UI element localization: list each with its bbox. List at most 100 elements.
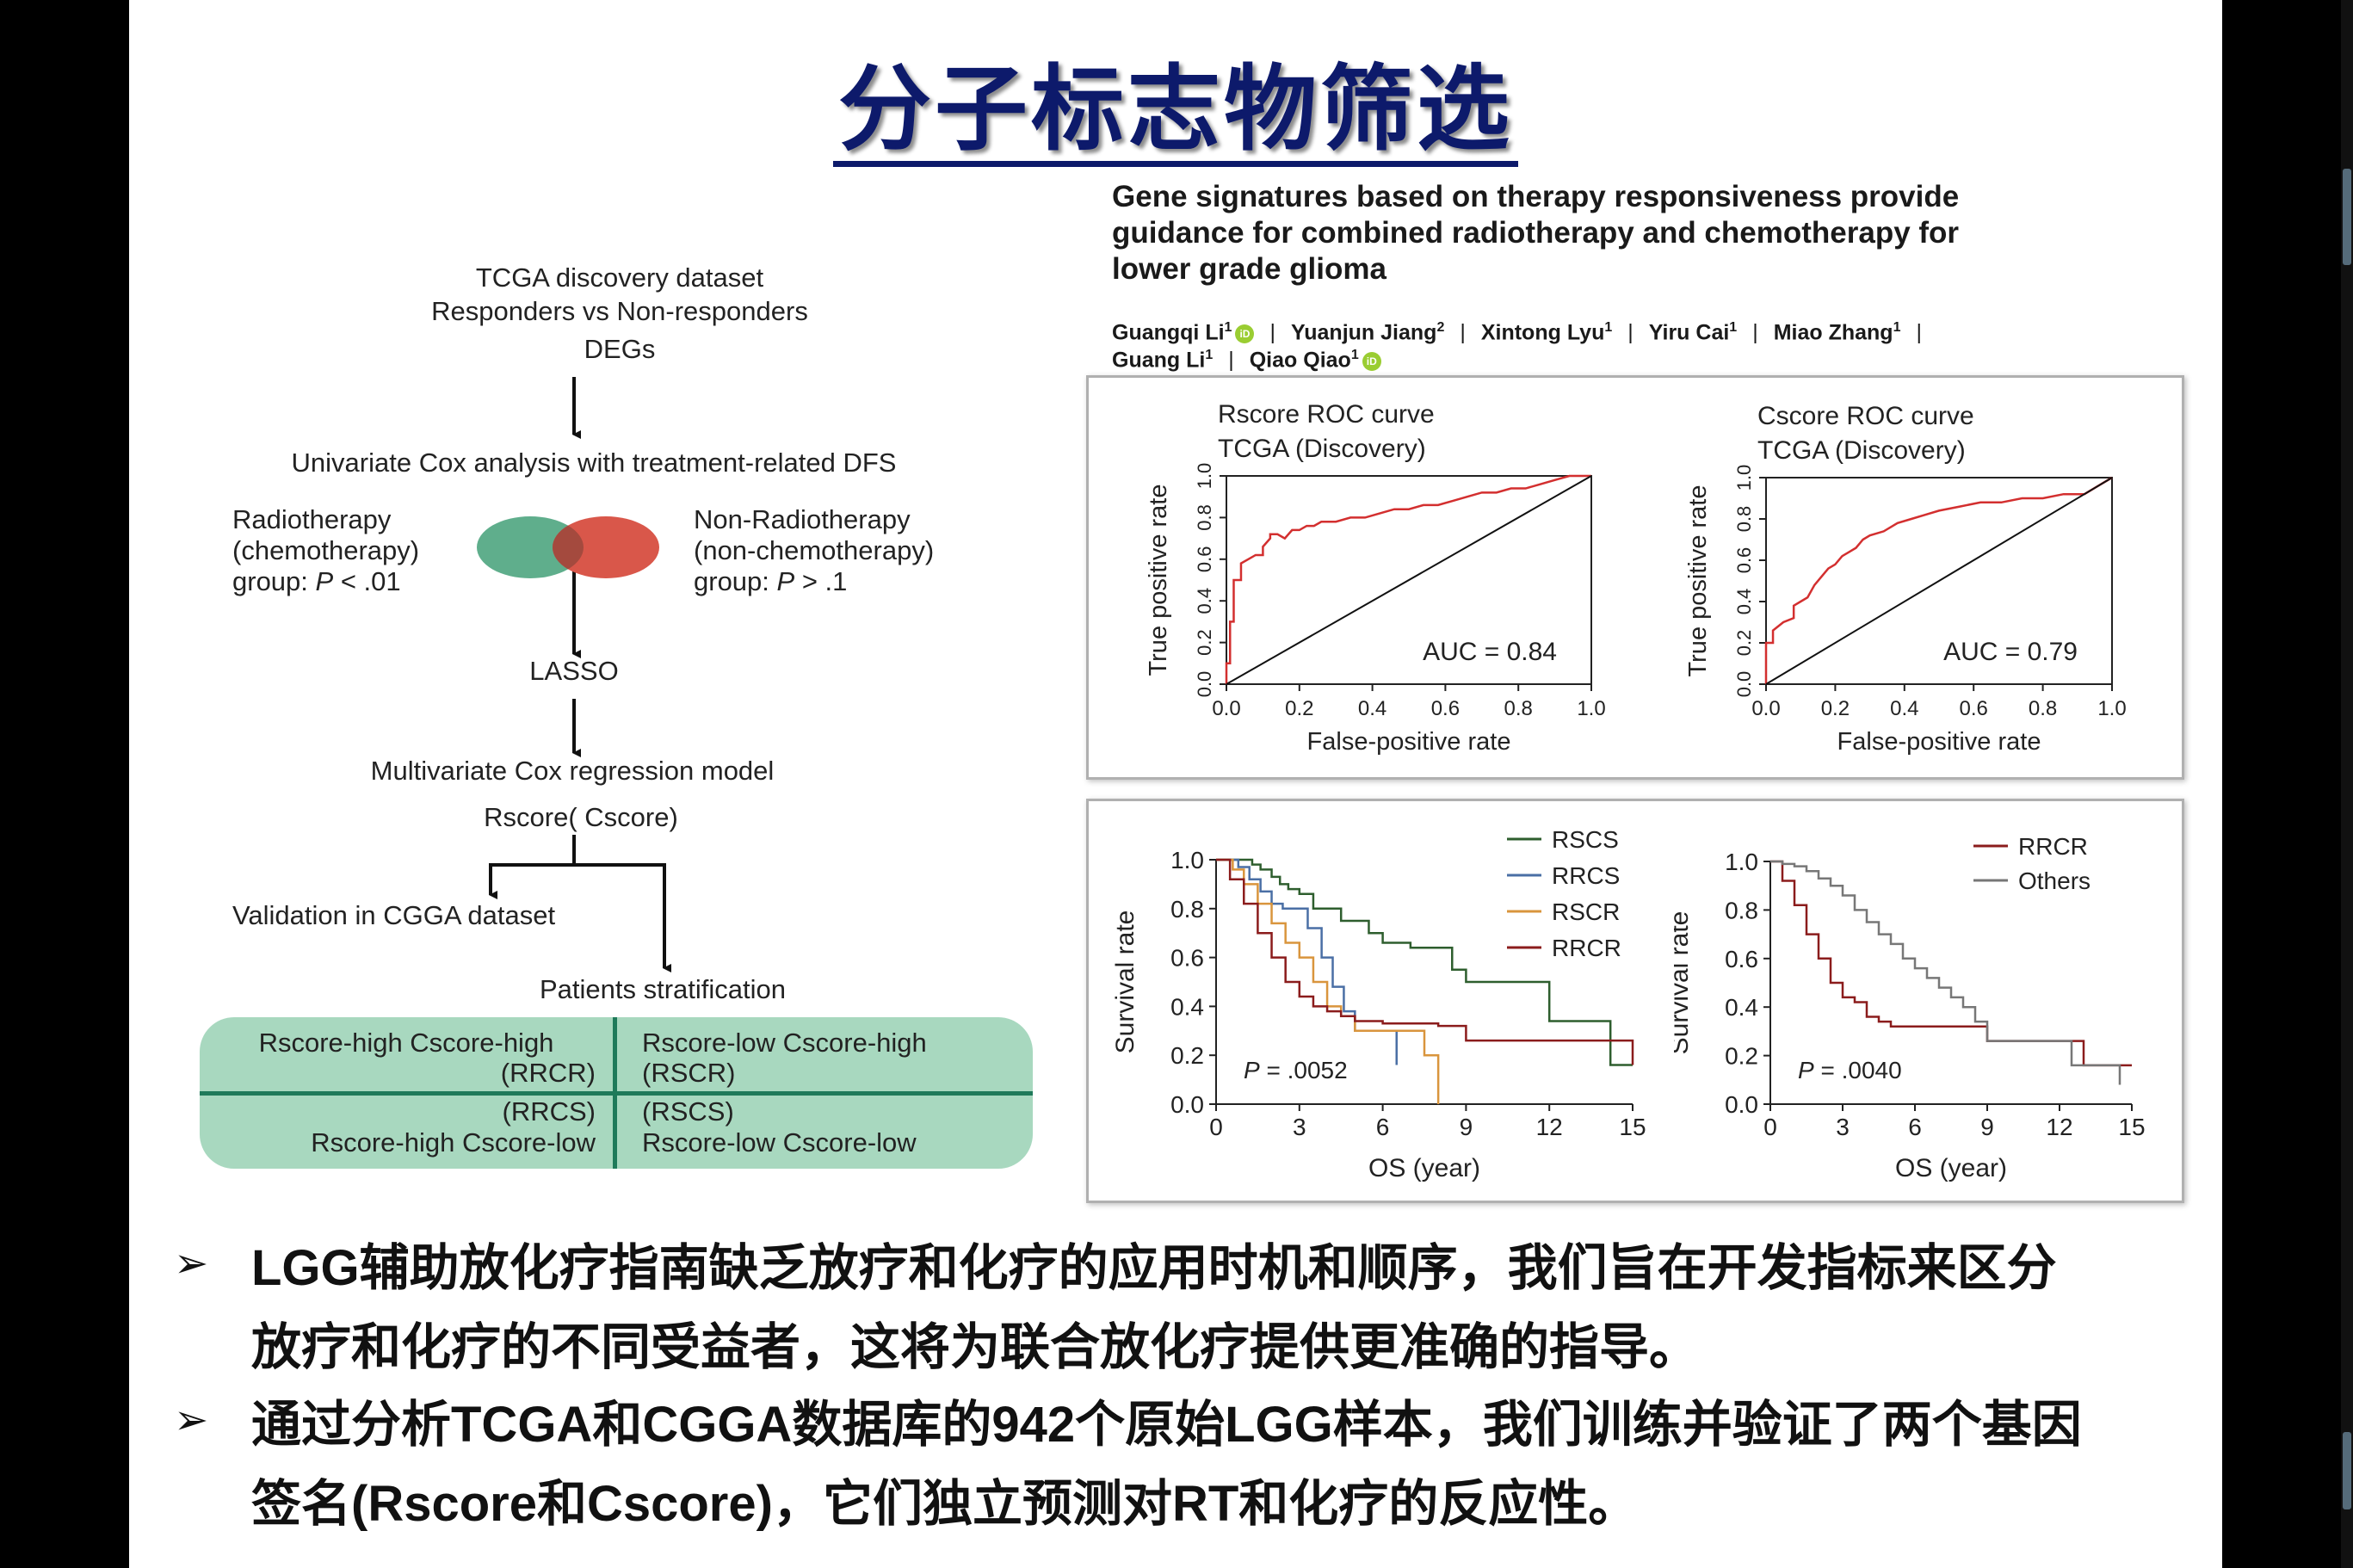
roc-curve	[1225, 474, 1591, 684]
km-chart-four-groups: 0 3 6 9 12 15 0.0 0.2 0.4 0.6 0.8 1.0 OS (year) Survi…	[1111, 826, 1646, 1182]
x-tick-label: 0.4	[1358, 697, 1386, 720]
y-tick-label: 0.4	[1194, 588, 1215, 614]
left-group-line-1: Radiotherapy	[232, 504, 392, 534]
y-tick-label: 0.0	[1194, 671, 1215, 698]
author-name[interactable]: Yiru Cai	[1648, 320, 1730, 345]
authors-line-1: Guangqi Li 1 iD | Yuanjun Jiang2 | Xintong Lyu…	[1112, 320, 1937, 345]
y-tick-label: 0.2	[1194, 629, 1215, 656]
y-tick-label: 0.0	[1170, 1091, 1204, 1118]
bullet-1-marker: ➢	[174, 1241, 209, 1287]
slide: 分子标志物筛选 TCGA discovery dataset Responder…	[129, 0, 2222, 1568]
y-tick-label: 1.0	[1194, 463, 1215, 490]
bullet-1: LGG辅助放化疗指南缺乏放疗和化疗的应用时机和顺序，我们旨在开发指标来区分 放疗…	[251, 1229, 2057, 1387]
roc-curve	[1764, 476, 2113, 684]
bullet-1-line-2: 放疗和化疗的不同受益者，这将为联合放化疗提供更准确的指导。	[251, 1319, 1700, 1375]
flow-score: Rscore( Cscore)	[484, 802, 678, 832]
quadrant-tl-line-2: (RRCR)	[500, 1058, 596, 1088]
y-tick-label: 0.4	[1725, 994, 1758, 1021]
quadrant-bl-line-2: Rscore-high Cscore-low	[311, 1127, 596, 1157]
scrollbar[interactable]	[2341, 0, 2353, 1568]
paper-title-line-1: Gene signatures based on therapy respons…	[1112, 180, 1960, 213]
author-name[interactable]: Miao Zhang	[1773, 320, 1893, 345]
quadrant-tr-line-1: Rscore-low Cscore-high	[642, 1028, 927, 1058]
flow-stratification: Patients stratification	[539, 974, 787, 1004]
roc-chart-cscore: Cscore ROC curve TCGA (Discovery) 0.0 0.2 0.…	[1684, 402, 2127, 756]
auc-annotation: AUC = 0.79	[1943, 638, 2078, 666]
roc-chart-rscore: Rscore ROC curve TCGA (Discovery) 0.0 0.2 0.…	[1145, 400, 1606, 756]
author-name[interactable]: Xintong Lyu	[1480, 320, 1605, 345]
bullet-2-marker: ➢	[174, 1398, 209, 1443]
x-tick-label: 15	[2118, 1114, 2145, 1140]
author-name[interactable]: Yuanjun Jiang	[1290, 320, 1437, 345]
quadrant-br-line-1: (RSCS)	[642, 1096, 734, 1127]
y-tick-label: 1.0	[1733, 465, 1755, 491]
x-axis-label: OS (year)	[1895, 1154, 2007, 1182]
venn-right	[553, 516, 659, 578]
quadrant-tl-line-1: Rscore-high Cscore-high	[258, 1028, 554, 1058]
legend-label: RSCR	[1552, 898, 1620, 925]
x-tick-label: 3	[1836, 1114, 1850, 1140]
flow-box-1-line-1: TCGA discovery dataset	[475, 262, 764, 293]
km-panel: 0 3 6 9 12 15 0.0 0.2 0.4 0.6 0.8 1.0 OS (year) Survi…	[1086, 799, 2184, 1203]
author-name[interactable]: Guangqi Li	[1112, 320, 1225, 345]
arrow-4a	[489, 835, 576, 899]
y-tick-label: 0.6	[1194, 546, 1215, 573]
x-tick-label: 0.8	[2029, 697, 2057, 720]
paper-title-line-2: guidance for combined radiotherapy and c…	[1112, 216, 1960, 250]
survival-curve-rscr	[1216, 858, 1440, 1104]
y-tick-label: 0.8	[1194, 504, 1215, 531]
x-tick-label: 9	[1460, 1114, 1473, 1140]
author-affiliation: 1	[1350, 348, 1359, 362]
y-axis-label: Survival rate	[1111, 911, 1139, 1054]
author-affiliation: 1	[1205, 348, 1214, 362]
y-tick-label: 1.0	[1170, 847, 1204, 874]
x-tick-label: 0.8	[1504, 697, 1533, 720]
survival-curve-rscs	[1216, 858, 1633, 1066]
chart-subtitle: TCGA (Discovery)	[1218, 435, 1426, 463]
survival-curve-others	[1770, 860, 2121, 1085]
scrollbar-thumb-bottom[interactable]	[2343, 1432, 2351, 1509]
bullet-2: 通过分析TCGA和CGGA数据库的942个原始LGG样本，我们训练并验证了两个基…	[251, 1386, 2082, 1544]
author-separator: |	[1916, 320, 1923, 345]
authors-line-2: Guang Li1 | Qiao Qiao1 iD	[1112, 348, 1381, 373]
arrow-4b	[574, 863, 671, 972]
orcid-icon[interactable]: iD	[1362, 351, 1381, 371]
x-tick-label: 0	[1763, 1114, 1777, 1140]
author-affiliation: 2	[1436, 320, 1445, 335]
x-tick-label: 6	[1376, 1114, 1390, 1140]
y-tick-label: 0.6	[1170, 945, 1204, 972]
author-separator: |	[1460, 320, 1466, 345]
author-separator: |	[1752, 320, 1758, 345]
author-separator: |	[1228, 348, 1234, 373]
author-affiliation: 1	[1604, 320, 1613, 335]
flow-box-1-line-3: DEGs	[584, 334, 656, 364]
plot-frame	[1765, 477, 2113, 685]
x-tick-label: 9	[1980, 1114, 1994, 1140]
orcid-icon[interactable]: iD	[1235, 324, 1255, 343]
flow-lasso: LASSO	[529, 656, 619, 686]
x-tick-label: 15	[1619, 1114, 1646, 1140]
quadrant-tr-line-2: (RSCR)	[642, 1058, 736, 1088]
chart-title: Rscore ROC curve	[1218, 400, 1435, 429]
y-tick-label: 0.8	[1170, 896, 1204, 923]
survival-curve-rrcs	[1216, 858, 1398, 1065]
author-name[interactable]: Guang Li	[1112, 348, 1206, 373]
y-tick-label: 1.0	[1725, 849, 1758, 875]
km-chart-rrcr-vs-others: 0 3 6 9 12 15 0.0 0.2 0.4 0.6 0.8 1.0 OS (year) Survi…	[1674, 833, 2146, 1182]
x-tick-label: 0.6	[1960, 697, 1988, 720]
legend-label: Others	[2018, 867, 2091, 894]
right-group-line-1: Non-Radiotherapy	[694, 504, 911, 534]
diagonal-reference-line	[1765, 477, 2113, 685]
y-tick-label: 0.2	[1733, 630, 1755, 657]
bullet-2-line-1: 通过分析TCGA和CGGA数据库的942个原始LGG样本，我们训练并验证了两个基…	[251, 1397, 2082, 1453]
author-name[interactable]: Qiao Qiao	[1249, 348, 1351, 373]
scrollbar-thumb-top[interactable]	[2343, 169, 2351, 265]
y-tick-label: 0.4	[1170, 993, 1204, 1020]
y-tick-label: 0.0	[1725, 1091, 1758, 1118]
x-tick-label: 0.0	[1751, 697, 1780, 720]
paper-title: Gene signatures based on therapy respons…	[1112, 179, 2188, 287]
x-tick-label: 0.0	[1212, 697, 1240, 720]
y-tick-label: 0.6	[1733, 547, 1755, 574]
flow-univariate: Univariate Cox analysis with treatment-r…	[291, 448, 897, 478]
x-tick-label: 12	[2046, 1114, 2072, 1140]
